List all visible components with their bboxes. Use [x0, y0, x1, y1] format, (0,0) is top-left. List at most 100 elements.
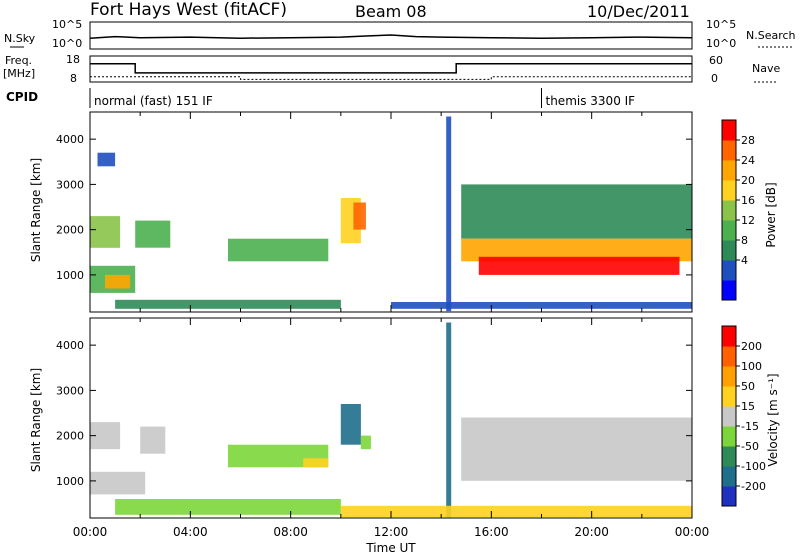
velocity-colorbar-frame	[721, 325, 737, 507]
velocity-colorbar-label: -200	[741, 480, 766, 493]
freq-frame	[89, 55, 693, 83]
velocity-ylabel: Slant Range [km]	[29, 368, 43, 472]
noise-tick-left-low: 10^0	[52, 37, 82, 50]
power-colorbar-cell	[722, 180, 736, 201]
power-colorbar-label: 4	[741, 254, 748, 267]
velocity-colorbar-cell	[722, 346, 736, 367]
velocity-ytick-label: 4000	[56, 339, 84, 352]
xaxis-tick-label: 00:00	[675, 525, 710, 539]
velocity-ytick-label: 3000	[56, 384, 84, 397]
cpid-label: CPID	[6, 90, 38, 104]
velocity-colorbar-cell	[722, 406, 736, 427]
cpid-segment-label: themis 3300 IF	[546, 94, 636, 108]
velocity-echo-region	[360, 435, 371, 450]
power-echo-region	[478, 256, 680, 275]
nave-series-line	[90, 76, 692, 80]
power-colorbar-label: 12	[741, 214, 755, 227]
power-echo-region	[90, 216, 121, 248]
power-colorbar-label: 16	[741, 194, 755, 207]
power-ytick-label: 4000	[56, 133, 84, 146]
velocity-echo-region	[461, 417, 692, 481]
xaxis-title: Time UT	[365, 541, 416, 554]
power-echo-region	[115, 299, 341, 309]
velocity-colorbar-cell	[722, 366, 736, 387]
frequency-panel: Freq. [MHz] 18 8 60 0 Nave	[3, 53, 780, 85]
station-title: Fort Hays West (fitACF)	[90, 0, 287, 20]
date-title: 10/Dec/2011	[587, 2, 690, 21]
power-colorbar-cell	[722, 140, 736, 161]
velocity-echo-region	[340, 505, 692, 518]
power-colorbar-cell	[722, 240, 736, 261]
power-echo-region	[461, 184, 692, 239]
power-colorbar-label: 28	[741, 134, 755, 147]
xaxis-tick-label: 12:00	[374, 525, 409, 539]
power-ytick-label: 2000	[56, 224, 84, 237]
power-echo-region	[135, 220, 171, 248]
cpid-segment-label: normal (fast) 151 IF	[94, 94, 213, 108]
power-echo-region	[461, 238, 692, 262]
freq-tick-low: 8	[70, 72, 77, 85]
freq-tick-high: 18	[66, 53, 80, 66]
velocity-colorbar-cell	[722, 426, 736, 447]
noise-tick-left-high: 10^5	[52, 18, 82, 31]
velocity-colorbar-cell	[722, 386, 736, 407]
power-colorbar-label: 8	[741, 234, 748, 247]
noise-tick-right-low: 10^0	[706, 37, 736, 50]
velocity-colorbar-label: 200	[741, 340, 762, 353]
nsky-series-line	[89, 34, 693, 39]
power-colorbar-title: Power [dB]	[764, 182, 778, 247]
power-colorbar-cell	[722, 280, 736, 301]
velocity-ytick-label: 2000	[56, 430, 84, 443]
velocity-colorbar-cell	[722, 486, 736, 507]
velocity-colorbar-cell	[722, 326, 736, 347]
xaxis-tick-label: 04:00	[173, 525, 208, 539]
power-colorbar-label: 24	[741, 154, 755, 167]
velocity-colorbar-label: -50	[741, 440, 759, 453]
velocity-colorbar-label: -15	[741, 420, 759, 433]
velocity-echo-region	[303, 458, 329, 468]
power-echo-region	[228, 238, 329, 262]
power-colorbar-label: 20	[741, 174, 755, 187]
velocity-colorbar-cell	[722, 446, 736, 467]
velocity-colorbar-label: 50	[741, 380, 755, 393]
velocity-colorbar-title: Velocity [m s⁻¹]	[766, 373, 780, 466]
freq-unit-label: [MHz]	[3, 67, 35, 80]
power-panel: 4000 3000 2000 1000 Slant Range [km] 28 24 20…	[29, 111, 778, 313]
velocity-colorbar-label: 100	[741, 360, 762, 373]
nsky-label: N.Sky	[4, 32, 36, 45]
power-colorbar-cell	[722, 260, 736, 281]
nsearch-label: N.Search	[746, 29, 796, 42]
power-echo-region	[105, 274, 131, 289]
noise-panel: N.Sky 10^5 10^0 10^5 10^0 N.Search	[4, 18, 796, 50]
velocity-echo-region	[446, 322, 452, 518]
power-colorbar-cell	[722, 200, 736, 221]
power-echo-region	[353, 202, 366, 230]
power-ytick-label: 1000	[56, 269, 84, 282]
power-colorbar-cell	[722, 120, 736, 141]
nave-tick-low: 0	[711, 72, 718, 85]
beam-title: Beam 08	[355, 2, 427, 21]
xaxis-tick-label: 16:00	[474, 525, 509, 539]
velocity-echo-region	[115, 499, 341, 515]
power-colorbar-cell	[722, 220, 736, 241]
velocity-colorbar-label: -100	[741, 460, 766, 473]
freq-label: Freq.	[5, 54, 32, 67]
power-echo-region	[97, 152, 116, 167]
velocity-echo-region	[90, 471, 146, 495]
nave-tick-high: 60	[709, 54, 723, 67]
velocity-ytick-label: 1000	[56, 475, 84, 488]
power-echo-region	[446, 116, 452, 312]
freq-series-line	[90, 63, 692, 74]
power-colorbar-frame	[721, 119, 737, 301]
power-ytick-label: 3000	[56, 178, 84, 191]
xaxis-tick-label: 08:00	[273, 525, 308, 539]
power-colorbar-cell	[722, 160, 736, 181]
xaxis-tick-label: 00:00	[73, 525, 108, 539]
velocity-panel: 4000 3000 2000 1000 Slant Range [km] 200 100…	[29, 317, 780, 519]
noise-tick-right-high: 10^5	[706, 18, 736, 31]
power-ylabel: Slant Range [km]	[29, 158, 43, 262]
velocity-colorbar-cell	[722, 466, 736, 487]
velocity-colorbar-label: 15	[741, 400, 755, 413]
power-echo-region	[391, 302, 692, 309]
